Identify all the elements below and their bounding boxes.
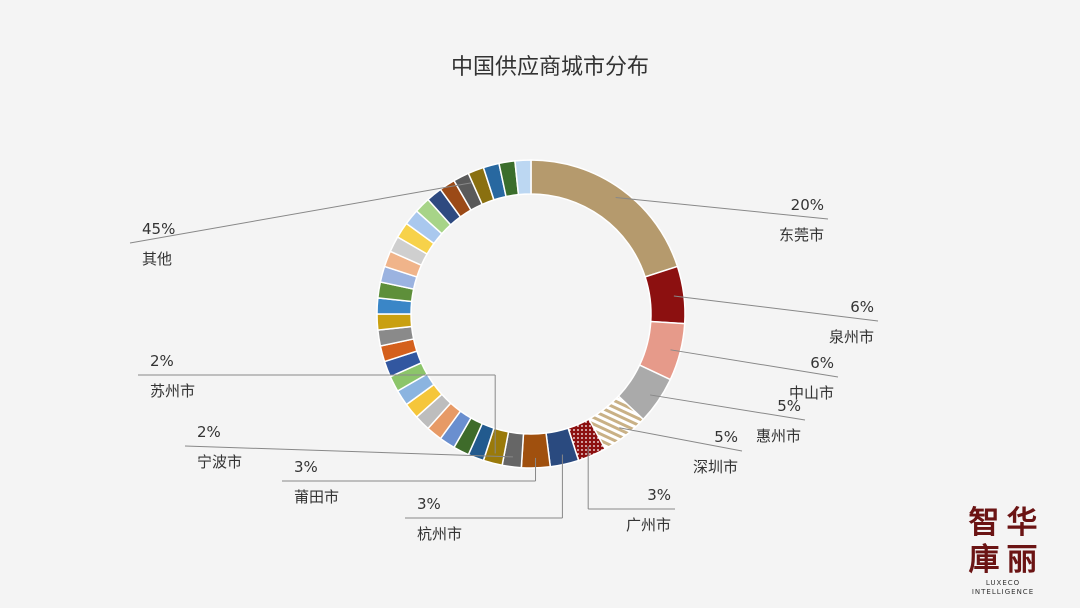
pct-label-1: 20% xyxy=(791,196,824,214)
callout-line-9 xyxy=(184,445,513,458)
luxeco-logo: 智 华 庫 丽 LUXECO INTELLIGENCE xyxy=(958,500,1058,600)
pct-label-4: 5% xyxy=(777,397,801,415)
city-label-8: 莆田市 xyxy=(294,488,339,506)
pct-label-2: 6% xyxy=(850,298,874,316)
logo-line-2: INTELLIGENCE xyxy=(972,588,1034,596)
city-label-11: 其他 xyxy=(142,250,172,268)
slice-2 xyxy=(644,265,686,325)
slice-other-27 xyxy=(514,159,532,196)
pct-label-11: 45% xyxy=(142,220,175,238)
callout-line-11 xyxy=(129,182,472,244)
pct-label-3: 6% xyxy=(810,354,834,372)
city-label-9: 宁波市 xyxy=(197,453,242,471)
pct-label-8: 3% xyxy=(294,458,318,476)
callout-line-5 xyxy=(619,427,743,452)
city-label-3: 中山市 xyxy=(789,384,834,402)
callout-line-4 xyxy=(650,394,806,421)
city-label-5: 深圳市 xyxy=(693,458,738,476)
callout-line-2 xyxy=(673,295,879,322)
pct-label-6: 3% xyxy=(647,486,671,504)
city-label-6: 广州市 xyxy=(626,516,671,534)
city-label-7: 杭州市 xyxy=(417,525,462,543)
chart-title: 中国供应商城市分布 xyxy=(451,55,649,80)
callout-line-1 xyxy=(615,197,829,220)
slice-other-12 xyxy=(376,313,413,331)
city-label-1: 东莞市 xyxy=(779,226,824,244)
pct-label-7: 3% xyxy=(417,495,441,513)
city-label-10: 苏州市 xyxy=(150,382,195,400)
pct-label-5: 5% xyxy=(714,428,738,446)
city-label-4: 惠州市 xyxy=(756,427,801,445)
city-label-2: 泉州市 xyxy=(829,328,874,346)
pct-label-10: 2% xyxy=(150,352,174,370)
callout-line-3 xyxy=(670,349,839,378)
logo-char-1: 智 xyxy=(969,505,1000,541)
logo-char-3: 庫 xyxy=(969,542,1000,578)
logo-char-4: 丽 xyxy=(1007,542,1038,578)
slice-1 xyxy=(530,159,679,278)
pct-label-9: 2% xyxy=(197,423,221,441)
logo-char-2: 华 xyxy=(1007,505,1038,541)
logo-line-1: LUXECO xyxy=(986,579,1020,587)
